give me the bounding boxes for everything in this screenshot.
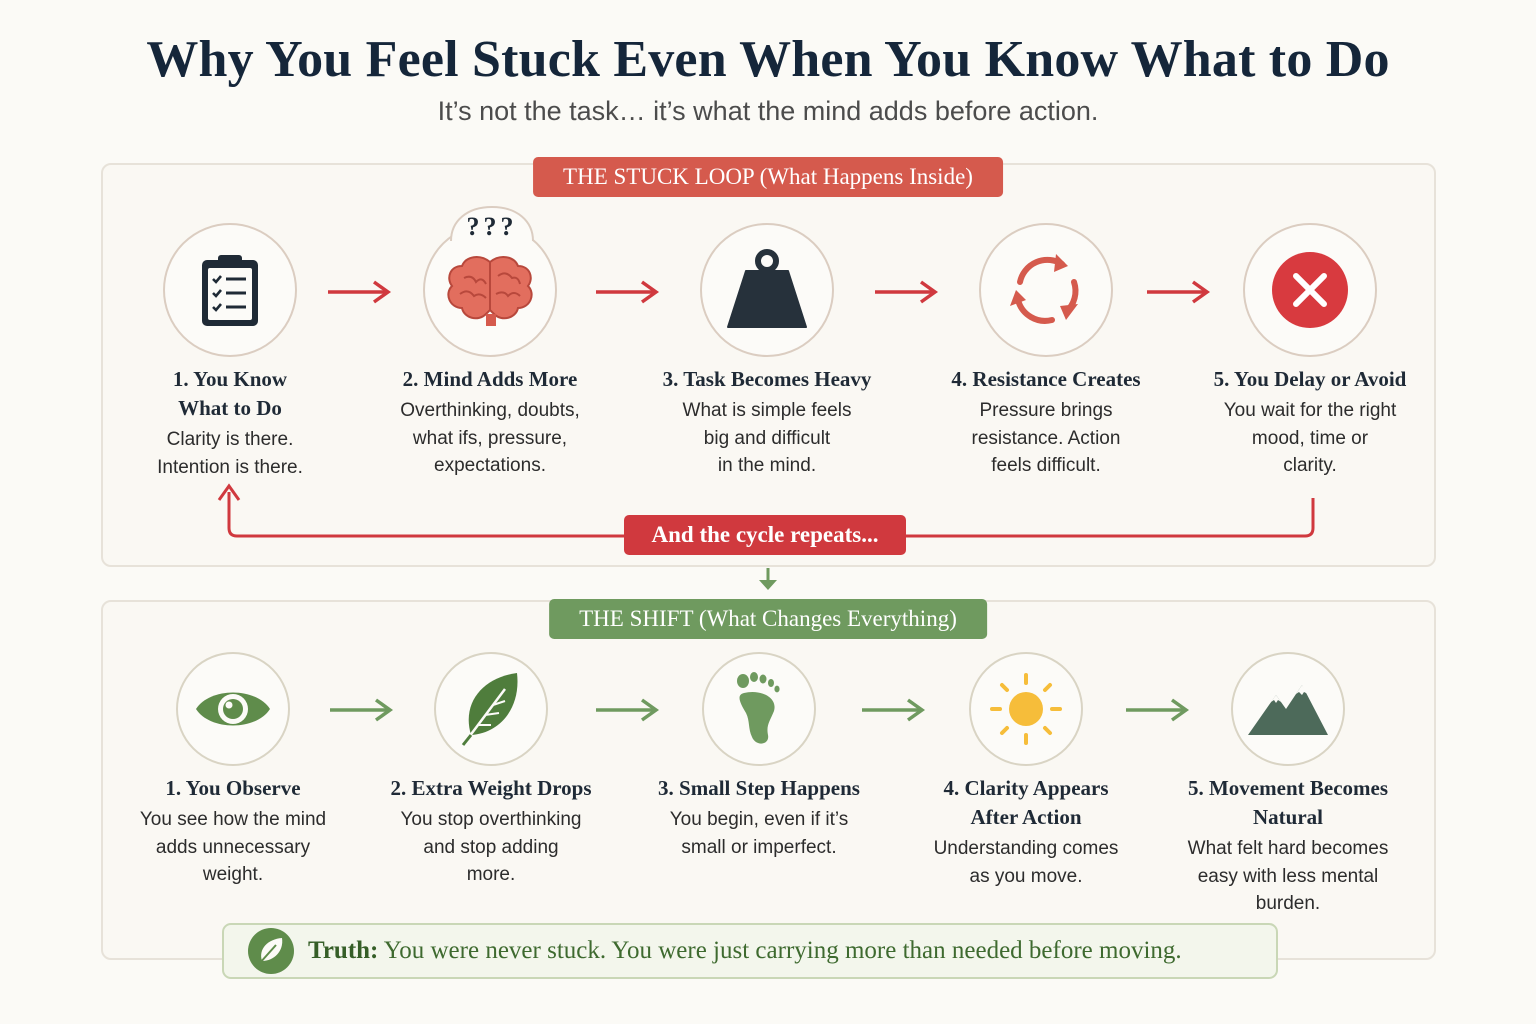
down-arrow-icon xyxy=(759,568,777,590)
right-arrow-icon xyxy=(862,698,926,722)
stuck-step-3: 3. Task Becomes Heavy What is simple fee… xyxy=(637,223,897,480)
shift-step-4: 4. Clarity Appears After Action Understa… xyxy=(896,652,1156,890)
shift-step-3-circle xyxy=(702,652,816,766)
right-arrow-icon xyxy=(330,698,394,722)
right-arrow-icon xyxy=(328,280,392,304)
shift-step-4-text: Understanding comes as you move. xyxy=(933,838,1119,887)
right-arrow-icon xyxy=(1147,280,1211,304)
right-arrow-icon xyxy=(596,280,660,304)
shift-step-2-circle xyxy=(434,652,548,766)
stuck-step-2-circle: ??? xyxy=(423,205,557,357)
mountain-icon xyxy=(1248,685,1328,735)
clipboard-checklist-icon xyxy=(202,255,258,326)
truth-label: Truth: xyxy=(308,937,379,964)
stuck-step-2: ??? 2. Mind Adds More Overthinking, doub… xyxy=(360,205,620,480)
cycle-repeats-label: And the cycle repeats... xyxy=(624,515,906,555)
shift-step-3-text: You begin, even if it’s small or imperfe… xyxy=(669,809,849,858)
shift-step-1-text: You see how the mind adds unnecessary we… xyxy=(139,809,327,885)
page-title: Why You Feel Stuck Even When You Know Wh… xyxy=(146,31,1390,88)
brain-icon xyxy=(447,256,533,326)
stuck-step-1-circle xyxy=(163,223,297,357)
right-arrow-icon xyxy=(596,698,660,722)
leaf-icon xyxy=(461,673,518,746)
shift-step-2-text: You stop overthinking and stop adding mo… xyxy=(400,809,582,885)
footprint-icon xyxy=(737,672,780,744)
shift-step-4-title: 4. Clarity Appears After Action xyxy=(943,776,1109,829)
stuck-step-1-text: Clarity is there. Intention is there. xyxy=(157,429,303,478)
cycle-return-connector xyxy=(217,483,1315,538)
truth-callout: Truth: You were never stuck. You were ju… xyxy=(222,923,1278,979)
stuck-loop-banner: THE STUCK LOOP (What Happens Inside) xyxy=(533,157,1003,197)
stuck-step-5-text: You wait for the right mood, time or cla… xyxy=(1223,400,1397,476)
stuck-step-4-circle xyxy=(979,223,1113,357)
stuck-step-4-text: Pressure brings resistance. Action feels… xyxy=(971,400,1121,476)
leaf-icon xyxy=(248,928,294,974)
shift-step-1-title: 1. You Observe xyxy=(165,776,301,800)
sun-icon xyxy=(990,673,1062,745)
stuck-step-2-title: 2. Mind Adds More xyxy=(402,367,578,391)
shift-step-3-title: 3. Small Step Happens xyxy=(658,776,860,800)
stuck-step-3-title: 3. Task Becomes Heavy xyxy=(662,367,872,391)
cycle-arrows-icon xyxy=(1010,254,1079,324)
stuck-step-4: 4. Resistance Creates Pressure brings re… xyxy=(916,223,1176,480)
shift-step-4-circle xyxy=(969,652,1083,766)
shift-step-5-circle xyxy=(1231,652,1345,766)
stuck-step-3-circle xyxy=(700,223,834,357)
shift-step-3: 3. Small Step Happens You begin, even if… xyxy=(629,652,889,861)
stuck-step-5-circle xyxy=(1243,223,1377,357)
shift-step-1-circle xyxy=(176,652,290,766)
page-subtitle: It’s not the task… it’s what the mind ad… xyxy=(437,96,1099,126)
stuck-step-3-text: What is simple feels big and difficult i… xyxy=(682,400,852,476)
shift-step-5: 5. Movement Becomes Natural What felt ha… xyxy=(1158,652,1418,918)
shift-step-1: 1. You Observe You see how the mind adds… xyxy=(103,652,363,889)
stuck-step-4-title: 4. Resistance Creates xyxy=(951,367,1141,391)
question-marks-icon: ??? xyxy=(450,205,534,242)
stuck-step-5: 5. You Delay or Avoid You wait for the r… xyxy=(1180,223,1440,480)
truth-text: Truth: You were never stuck. You were ju… xyxy=(308,937,1182,965)
shift-step-5-title: 5. Movement Becomes Natural xyxy=(1187,776,1388,829)
x-mark-icon xyxy=(1272,252,1348,328)
shift-step-2-title: 2. Extra Weight Drops xyxy=(390,776,592,800)
stuck-step-1-title: 1. You Know What to Do xyxy=(172,367,288,420)
right-arrow-icon xyxy=(875,280,939,304)
stuck-step-1: 1. You Know What to Do Clarity is there.… xyxy=(100,223,360,481)
shift-step-2: 2. Extra Weight Drops You stop overthink… xyxy=(361,652,621,889)
truth-message: You were never stuck. You were just carr… xyxy=(378,937,1182,964)
shift-step-5-text: What felt hard becomes easy with less me… xyxy=(1187,838,1389,914)
weight-icon xyxy=(727,249,807,328)
svg-text:???: ??? xyxy=(467,212,518,241)
stuck-step-5-title: 5. You Delay or Avoid xyxy=(1213,367,1407,391)
shift-banner: THE SHIFT (What Changes Everything) xyxy=(549,599,987,639)
right-arrow-icon xyxy=(1126,698,1190,722)
eye-icon xyxy=(196,692,270,726)
stuck-step-2-text: Overthinking, doubts, what ifs, pressure… xyxy=(400,400,580,476)
